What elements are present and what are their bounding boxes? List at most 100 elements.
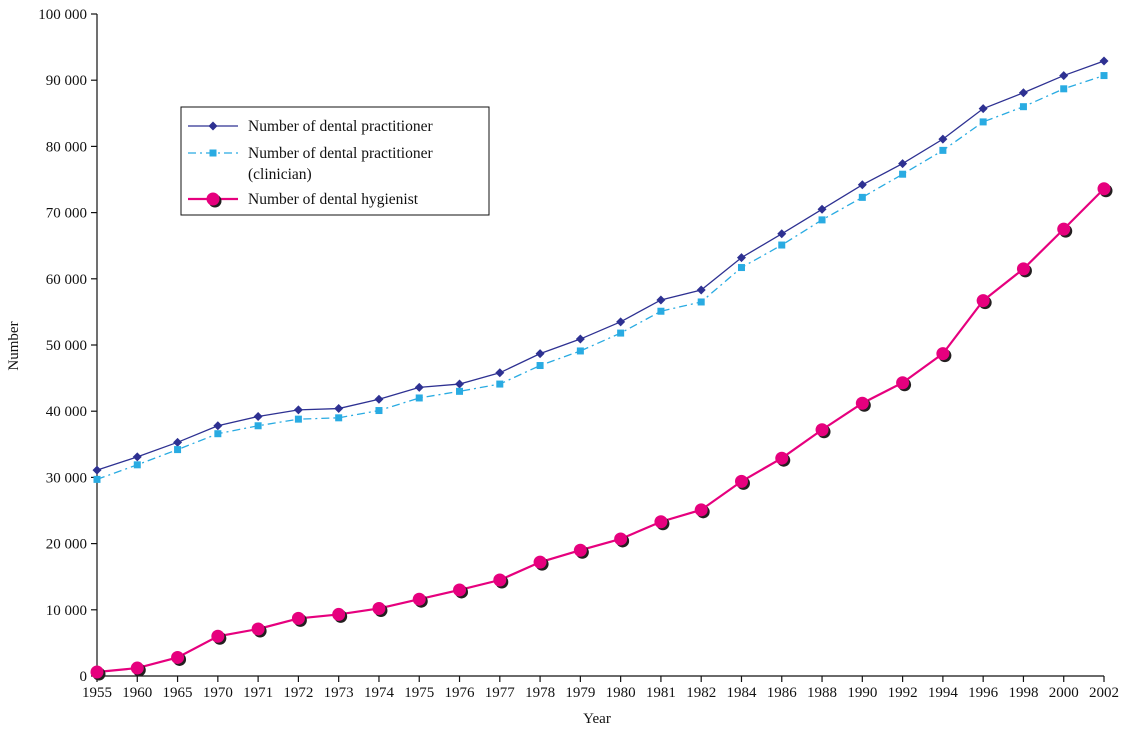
x-tick-label: 1988	[807, 685, 837, 701]
legend-label: (clinician)	[248, 166, 312, 183]
y-tick-label: 60 000	[46, 272, 87, 288]
data-point	[90, 665, 106, 681]
data-point	[173, 437, 183, 447]
data-point	[453, 583, 469, 599]
data-point	[535, 349, 545, 359]
x-tick-label: 1984	[726, 685, 757, 701]
x-tick-label: 1972	[283, 685, 313, 701]
legend-item: Number of dental practitioner	[188, 118, 433, 135]
data-point	[614, 532, 630, 548]
data-point	[332, 607, 348, 623]
data-point	[214, 430, 222, 438]
data-point	[133, 461, 141, 469]
data-point	[334, 404, 344, 414]
y-tick-label: 70 000	[46, 206, 87, 222]
data-point	[291, 611, 307, 627]
data-point	[899, 170, 907, 178]
data-point	[1016, 262, 1032, 278]
data-point	[896, 376, 912, 392]
legend-label: Number of dental practitioner	[248, 118, 433, 135]
y-tick-label: 100 000	[38, 7, 87, 23]
x-tick-label: 1996	[968, 685, 999, 701]
data-point	[254, 422, 262, 430]
x-tick-label: 2002	[1089, 685, 1119, 701]
data-point	[455, 379, 465, 389]
legend-swatch-marker	[206, 192, 222, 208]
x-tick-label: 1986	[767, 685, 798, 701]
data-point	[1018, 88, 1028, 98]
data-point	[734, 474, 750, 490]
data-point	[130, 661, 146, 677]
data-point	[335, 414, 343, 422]
data-point	[978, 104, 988, 114]
data-point	[412, 592, 428, 608]
x-tick-label: 1971	[243, 685, 273, 701]
x-tick-label: 1978	[525, 685, 555, 701]
data-point	[456, 387, 464, 395]
data-point	[617, 329, 625, 337]
chart-axes: 0 10 000 20 000 30 000 40 000 50 000 60 000 70 …	[38, 7, 1119, 701]
data-point	[414, 382, 424, 392]
series-line	[96, 74, 1105, 480]
x-tick-label: 1979	[565, 685, 595, 701]
y-tick-label: 90 000	[46, 73, 87, 89]
x-tick-label: 1960	[122, 685, 152, 701]
data-point	[1097, 182, 1113, 198]
y-tick-label: 80 000	[46, 139, 87, 155]
x-tick-label: 1994	[928, 685, 959, 701]
data-point	[293, 405, 303, 415]
data-point	[939, 146, 947, 154]
data-point	[696, 285, 706, 295]
y-tick-label: 0	[80, 669, 88, 685]
data-point	[697, 298, 705, 306]
data-point	[656, 295, 666, 305]
data-point	[253, 411, 263, 421]
series-1	[92, 56, 1109, 475]
y-axis-title: Number	[6, 321, 22, 370]
data-point	[1059, 71, 1069, 81]
y-tick-label: 40 000	[46, 404, 87, 420]
data-point	[1057, 222, 1073, 238]
data-point	[575, 334, 585, 344]
x-tick-label: 1980	[606, 685, 636, 701]
x-tick-label: 1998	[1008, 685, 1038, 701]
data-point	[1100, 72, 1108, 80]
y-tick-label: 30 000	[46, 470, 87, 486]
data-point	[415, 394, 423, 402]
data-point	[976, 294, 992, 310]
data-point	[777, 229, 787, 239]
data-point	[573, 543, 589, 559]
legend-box	[180, 106, 490, 216]
data-point	[174, 446, 182, 454]
y-axis-ticks: 0 10 000 20 000 30 000 40 000 50 000 60 000 70 …	[38, 7, 97, 685]
data-point	[495, 368, 505, 378]
x-tick-label: 1992	[888, 685, 918, 701]
x-tick-label: 1974	[364, 685, 395, 701]
x-tick-label: 1977	[485, 685, 516, 701]
x-axis-title: Year	[583, 711, 611, 727]
data-point	[251, 622, 267, 638]
data-point	[858, 193, 866, 201]
x-tick-label: 1981	[646, 685, 676, 701]
data-point	[898, 159, 908, 169]
data-point	[1060, 85, 1068, 93]
data-point	[775, 451, 791, 467]
data-point	[818, 216, 826, 224]
data-point	[1099, 56, 1109, 66]
y-tick-label: 20 000	[46, 537, 87, 553]
data-point	[654, 515, 670, 531]
data-point	[857, 180, 867, 190]
data-point	[979, 118, 987, 126]
data-point	[938, 134, 948, 144]
data-point	[778, 241, 786, 249]
data-point	[496, 380, 504, 388]
data-point	[576, 347, 584, 355]
data-point	[855, 396, 871, 412]
legend-swatch-marker	[209, 149, 217, 157]
data-point	[936, 347, 952, 363]
data-point	[372, 601, 388, 617]
legend-swatch-marker	[208, 121, 218, 131]
